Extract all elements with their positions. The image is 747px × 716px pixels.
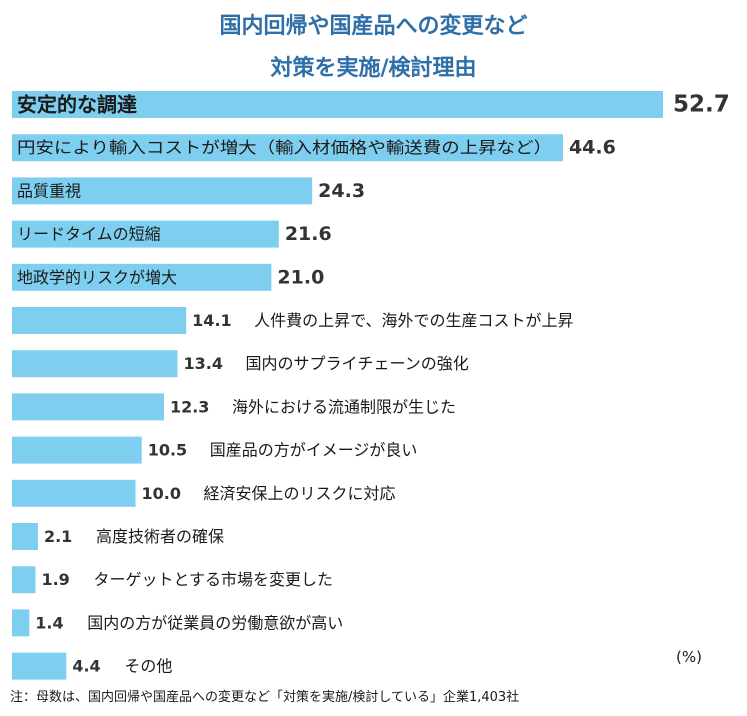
bar [12,436,142,464]
value-label: 10.0 [142,484,181,503]
value-label: 2.1 [44,527,72,546]
category-label: 国内の方が従業員の労働意欲が高い [87,613,343,632]
category-label: 海外における流通制限が生じた [232,397,456,416]
value-label: 13.4 [184,354,223,373]
value-label: 1.4 [35,613,63,632]
category-label: 安定的な調達 [17,93,137,117]
bar [12,609,30,637]
category-label: 地政学的リスクが増大 [17,268,177,287]
bar [12,523,38,550]
category-label: 高度技術者の確保 [96,527,224,546]
bar [12,134,563,162]
value-label: 4.4 [72,657,100,676]
value-label: 1.9 [41,570,69,589]
bar-chart: 52.7 安定的な調達 44.6 円安により輸入コストが増大（輸入材価格や輸送費の上昇… [12,91,730,680]
category-label: 経済安保上のリスクに対応 [204,484,396,503]
chart-title: 国内回帰や国産品への変更など [219,14,528,39]
bar [12,652,67,680]
footnote: 注：母数は、国内回帰や国産品への変更など「対策を実施/検討している」企業1,40… [10,690,520,705]
bar [12,479,136,507]
category-label: その他 [124,657,172,676]
value-label: 21.6 [285,223,332,245]
category-label: リードタイムの短縮 [17,225,161,244]
value-label: 14.1 [192,311,231,330]
bar [12,566,36,594]
bar [12,393,164,421]
bar [12,177,313,205]
bar [12,91,663,118]
unit-label: (%) [676,648,702,666]
bar [12,263,272,291]
value-label: 52.7 [673,92,730,118]
category-label: 人件費の上昇で、海外での生産コストが上昇 [254,311,573,330]
bar [12,220,279,248]
bar [12,350,178,378]
bar [12,307,187,334]
category-label: 国内のサプライチェーンの強化 [246,354,469,373]
value-label: 12.3 [170,397,209,416]
chart-subtitle: 対策を実施/検討理由 [270,56,477,81]
category-label: 円安により輸入コストが増大（輸入材価格や輸送費の上昇など） [17,138,552,157]
value-label: 10.5 [148,441,187,460]
category-label: ターゲットとする市場を変更した [93,570,333,589]
category-label: 国産品の方がイメージが良い [210,441,418,460]
category-label: 品質重視 [17,181,81,200]
value-label: 24.3 [318,180,365,202]
value-label: 44.6 [569,137,616,159]
value-label: 21.0 [277,266,324,288]
